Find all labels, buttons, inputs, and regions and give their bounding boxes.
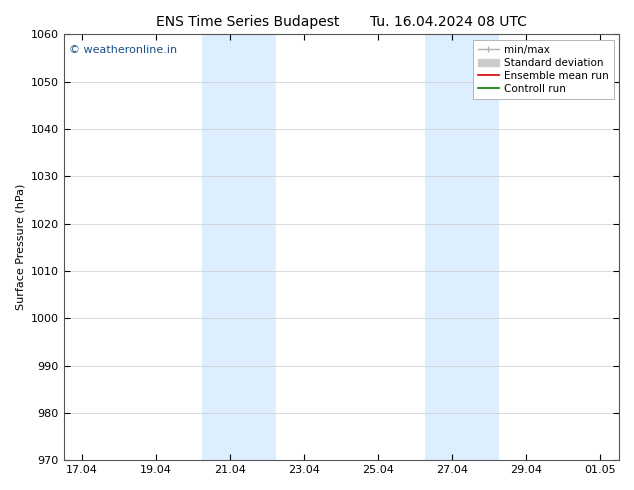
Text: © weatheronline.in: © weatheronline.in: [69, 45, 178, 55]
Bar: [202, 34, 276, 460]
Bar: [425, 34, 499, 460]
Legend: min/max, Standard deviation, Ensemble mean run, Controll run: min/max, Standard deviation, Ensemble me…: [472, 40, 614, 99]
Y-axis label: Surface Pressure (hPa): Surface Pressure (hPa): [15, 184, 25, 311]
Title: ENS Time Series Budapest       Tu. 16.04.2024 08 UTC: ENS Time Series Budapest Tu. 16.04.2024 …: [156, 15, 527, 29]
